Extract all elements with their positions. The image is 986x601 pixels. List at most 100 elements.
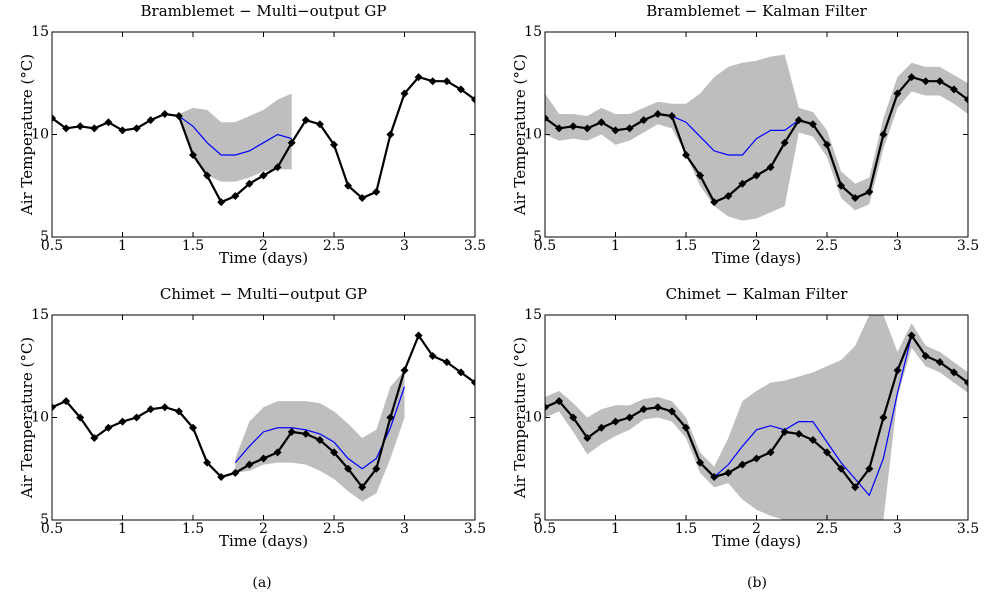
x-tick-label: 1 — [118, 238, 127, 254]
data-point — [653, 403, 662, 412]
data-point — [160, 110, 169, 118]
data-point — [132, 124, 141, 133]
y-tick-label: 15 — [524, 24, 542, 40]
confidence-band — [235, 370, 405, 502]
chart-title: Chimet − Multi−output GP — [160, 285, 367, 303]
data-point — [611, 417, 620, 426]
data-point — [245, 460, 254, 469]
data-point — [456, 85, 465, 94]
confidence-band — [178, 93, 292, 182]
x-tick-label: 1.5 — [675, 238, 697, 254]
caption: (b) — [747, 575, 767, 591]
x-tick-label: 3 — [400, 238, 409, 254]
data-point — [964, 378, 968, 387]
data-point — [724, 192, 733, 200]
data-point — [555, 397, 564, 406]
x-tick-label: 3.5 — [957, 238, 979, 254]
data-point — [921, 352, 930, 360]
data-point — [949, 85, 958, 94]
x-axis-label: Time (days) — [219, 532, 308, 550]
data-point — [52, 114, 56, 123]
data-point — [865, 187, 874, 196]
y-tick-label: 10 — [524, 127, 542, 143]
data-point — [682, 151, 690, 159]
data-point — [217, 198, 226, 207]
data-point — [287, 138, 296, 147]
data-point — [837, 181, 846, 190]
x-tick-label: 1.5 — [182, 238, 204, 254]
chart-title: Chimet − Kalman Filter — [666, 285, 849, 303]
x-tick-label: 2 — [259, 238, 268, 254]
data-point — [949, 368, 958, 377]
x-tick-label: 2.5 — [323, 521, 345, 537]
data-point — [597, 118, 606, 127]
data-point — [780, 138, 789, 147]
x-tick-label: 1 — [611, 238, 620, 254]
data-point — [315, 120, 324, 129]
data-point — [823, 140, 831, 149]
data-point — [794, 429, 803, 438]
data-point — [456, 368, 465, 377]
x-tick-label: 0.5 — [41, 521, 63, 537]
x-tick-label: 2 — [752, 238, 761, 254]
y-tick-label: 15 — [31, 307, 49, 323]
confidence-band — [545, 54, 968, 221]
data-point — [372, 464, 381, 473]
data-point — [330, 140, 338, 149]
data-point — [471, 95, 475, 104]
y-tick-label: 10 — [31, 410, 49, 426]
plot-area — [545, 54, 968, 221]
data-point — [893, 89, 902, 98]
data-point — [62, 124, 71, 133]
data-point — [189, 423, 197, 432]
data-point — [189, 151, 197, 159]
data-point — [696, 171, 705, 180]
data-point — [710, 198, 719, 207]
data-point — [231, 468, 240, 477]
data-point — [893, 366, 902, 375]
data-point — [569, 413, 578, 422]
data-point — [372, 187, 381, 196]
y-tick-label: 10 — [31, 127, 49, 143]
data-point — [766, 163, 775, 172]
y-axis-label: Air Temperature (°C) — [18, 337, 36, 499]
data-point — [738, 460, 747, 469]
data-point — [386, 413, 395, 422]
data-point — [667, 407, 676, 416]
data-point — [259, 171, 268, 180]
data-point — [104, 118, 113, 127]
data-point — [921, 77, 930, 86]
y-tick-label: 15 — [524, 307, 542, 323]
x-tick-label: 0.5 — [41, 238, 63, 254]
x-tick-label: 3.5 — [464, 521, 486, 537]
data-point — [358, 194, 367, 203]
data-point — [344, 464, 353, 473]
y-tick-label: 5 — [533, 229, 542, 245]
y-tick-label: 5 — [533, 512, 542, 528]
confidence-band — [545, 315, 968, 520]
data-point — [174, 112, 183, 121]
data-point — [358, 483, 367, 492]
data-point — [710, 472, 719, 481]
data-point — [851, 483, 860, 492]
data-point — [104, 423, 113, 432]
data-point — [414, 331, 423, 340]
data-point — [667, 112, 676, 121]
data-point — [738, 179, 747, 188]
data-point — [174, 407, 183, 416]
data-point — [315, 436, 324, 445]
x-tick-label: 3.5 — [464, 238, 486, 254]
data-point — [428, 77, 437, 86]
x-axis-label: Time (days) — [219, 249, 308, 267]
data-point — [400, 89, 409, 98]
data-point — [879, 413, 888, 422]
data-point — [625, 124, 634, 133]
data-point — [76, 413, 85, 422]
data-point — [724, 468, 733, 477]
y-tick-label: 5 — [40, 512, 49, 528]
data-point — [682, 423, 690, 432]
data-point — [823, 448, 831, 457]
y-tick-label: 15 — [31, 24, 49, 40]
data-point — [442, 358, 451, 367]
